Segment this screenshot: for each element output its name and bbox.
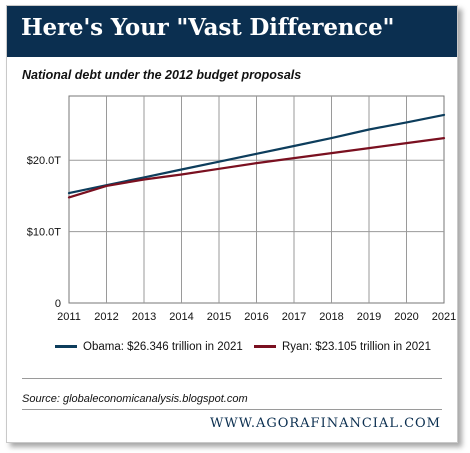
x-tick-label: 2018 — [319, 311, 343, 323]
divider — [22, 378, 442, 379]
y-tick-label: 0 — [55, 298, 61, 310]
chart-card: Here's Your "Vast Difference" National d… — [6, 5, 458, 443]
header-banner: Here's Your "Vast Difference" — [7, 6, 457, 57]
footer-site: WWW.AGORAFINANCIAL.COM — [210, 416, 441, 431]
x-tick-label: 2013 — [132, 311, 156, 323]
chart-title: National debt under the 2012 budget prop… — [22, 68, 302, 82]
legend-swatch-obama — [55, 345, 77, 349]
series-line-ryan — [67, 137, 446, 199]
x-tick-label: 2021 — [432, 311, 456, 323]
x-tick-label: 2016 — [244, 311, 268, 323]
x-tick-label: 2019 — [357, 311, 381, 323]
divider — [22, 409, 442, 410]
legend-label-obama: Obama: $26.346 trillion in 2021 — [83, 341, 243, 353]
x-tick-label: 2017 — [282, 311, 306, 323]
legend-label-ryan: Ryan: $23.105 trillion in 2021 — [282, 341, 431, 353]
line-chart: 0 $10.0T $20.0T 2011 2012 2013 2014 2015 2016 201… — [27, 95, 456, 323]
legend-item-ryan: Ryan: $23.105 trillion in 2021 — [254, 341, 431, 357]
x-tick-label: 2020 — [394, 311, 418, 323]
legend-item-obama: Obama: $26.346 trillion in 2021 — [55, 341, 243, 357]
x-tick-label: 2014 — [169, 311, 193, 323]
x-tick-label: 2012 — [94, 311, 118, 323]
x-tick-label: 2015 — [207, 311, 231, 323]
source-note: Source: globaleconomicanalysis.blogspot.… — [22, 393, 248, 405]
y-tick-label: $10.0T — [27, 227, 62, 239]
y-tick-label: $20.0T — [27, 155, 62, 167]
page-title: Here's Your "Vast Difference" — [21, 14, 395, 41]
legend-swatch-ryan — [254, 345, 276, 349]
x-tick-label: 2011 — [57, 311, 81, 323]
series-line-obama — [67, 113, 446, 195]
